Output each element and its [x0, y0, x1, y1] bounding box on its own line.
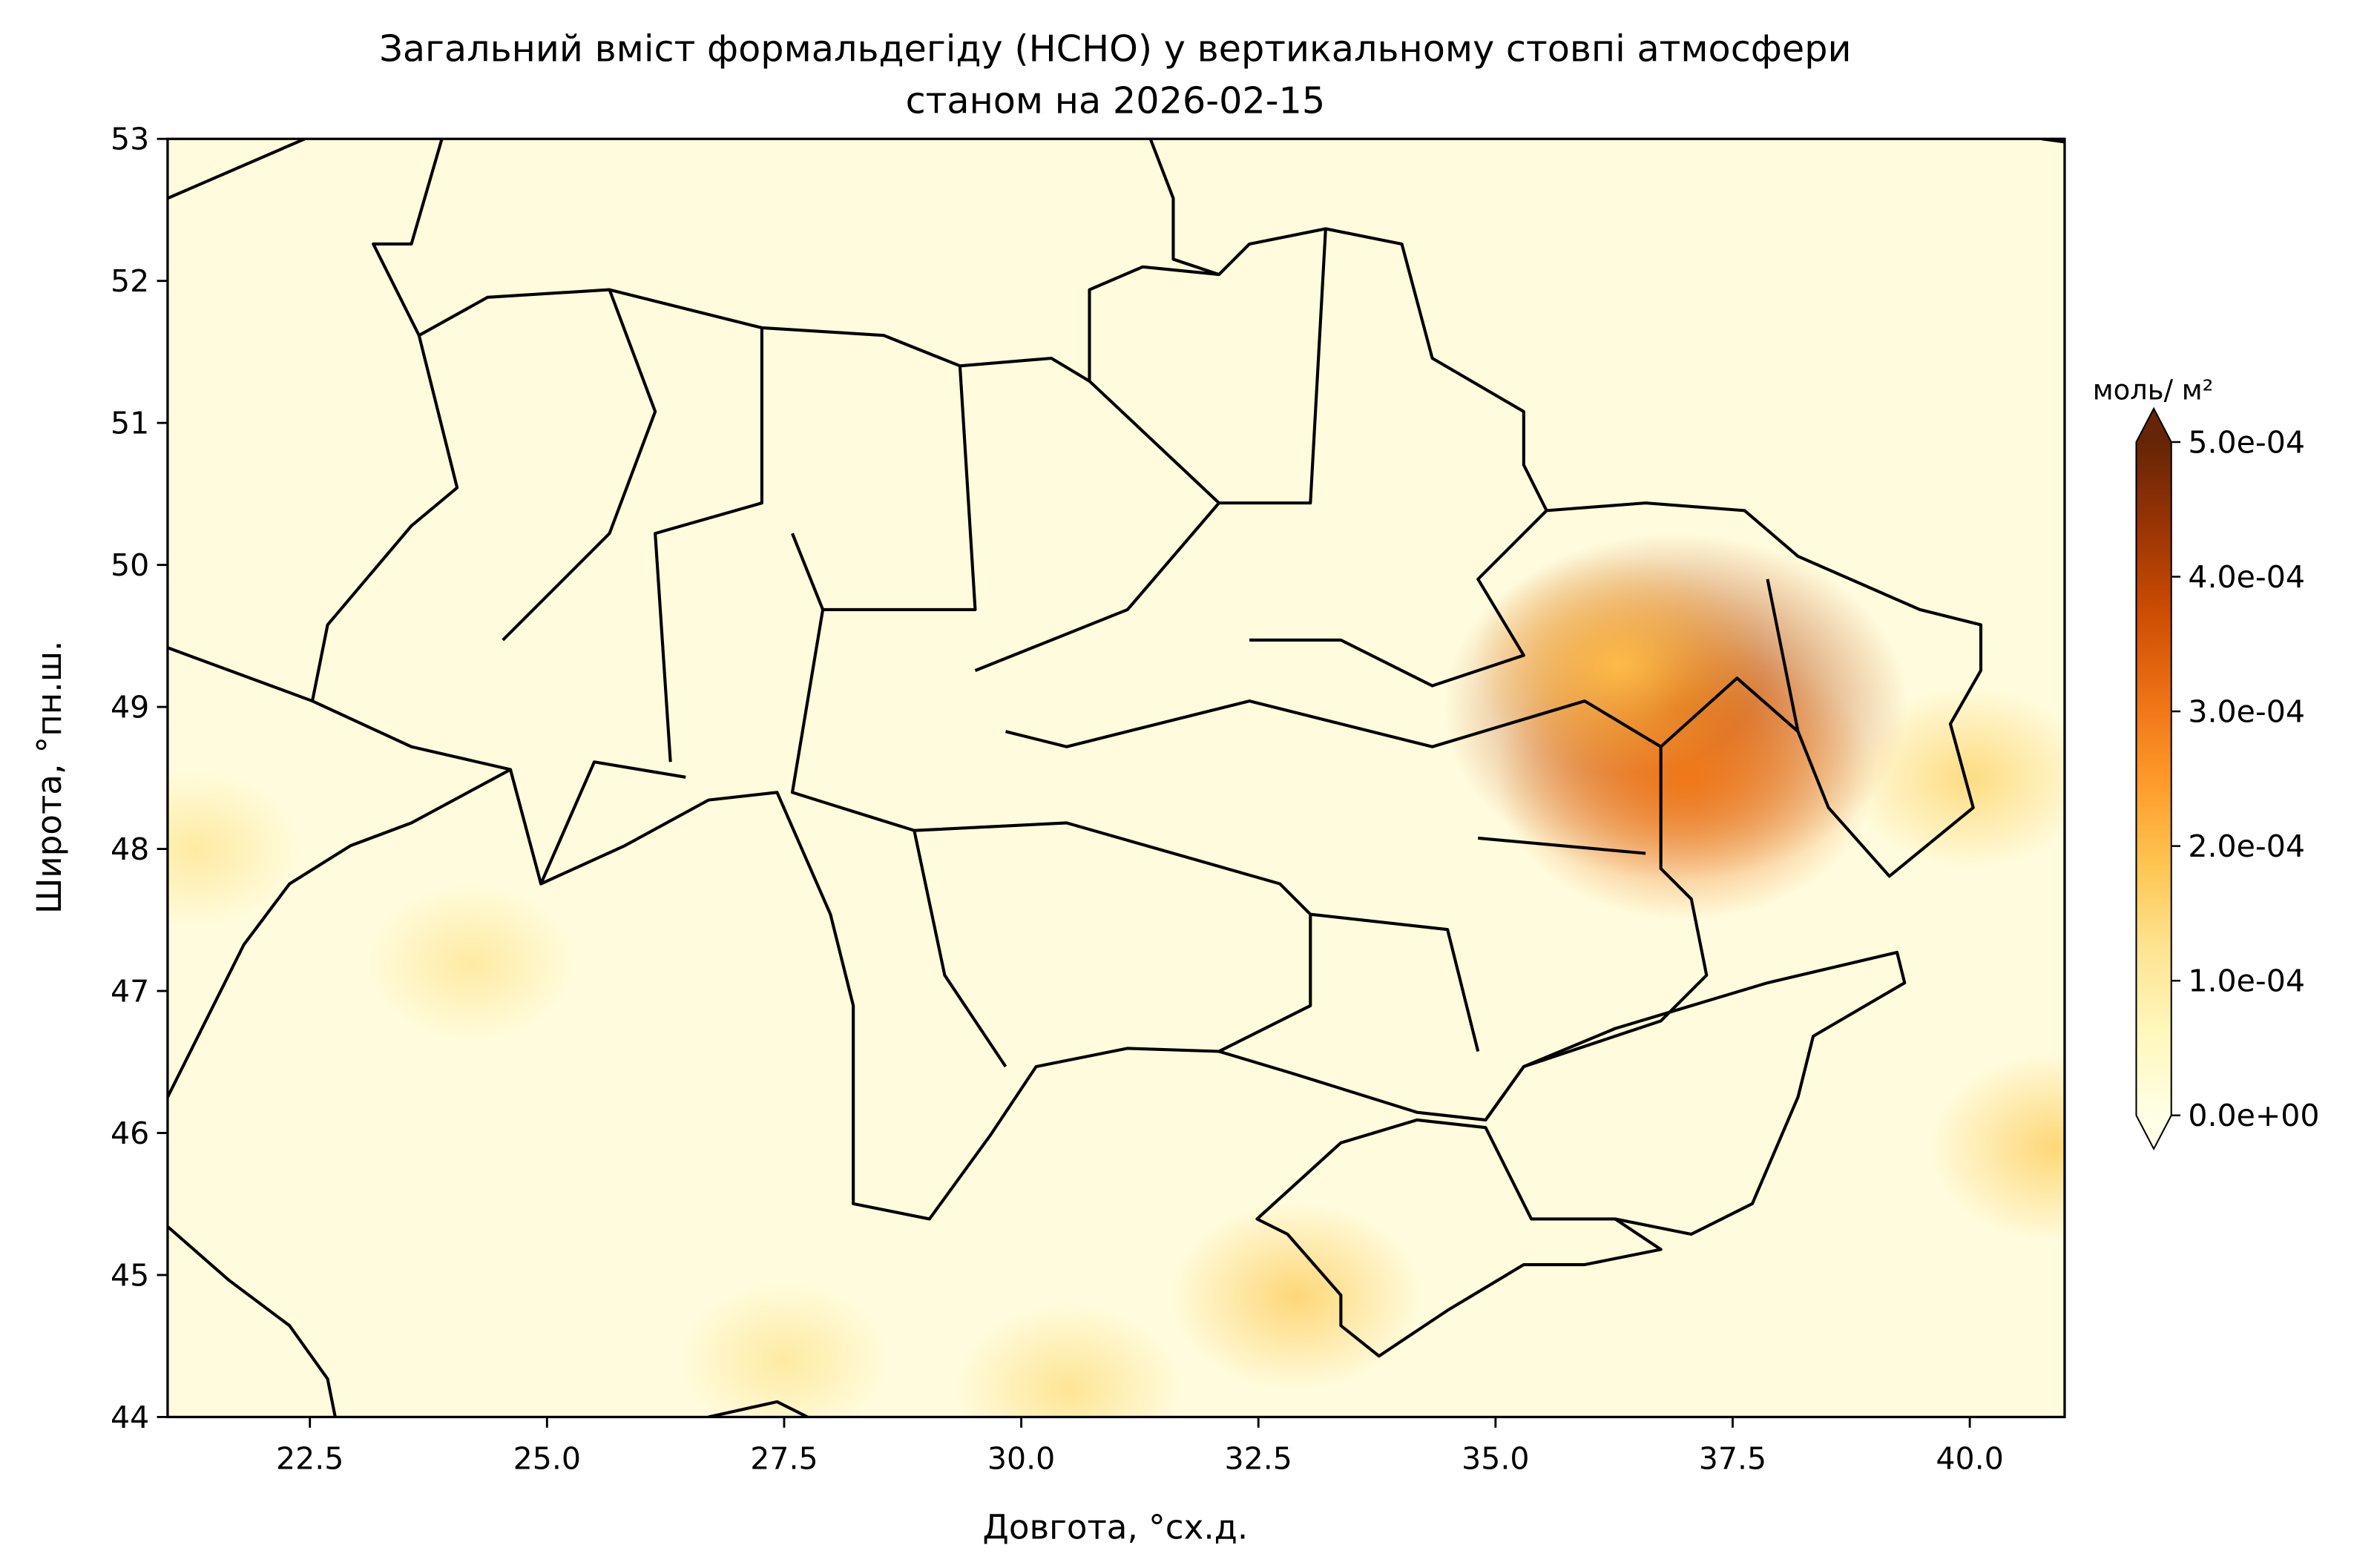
field — [167, 533, 2065, 1417]
plot-frame — [166, 137, 2066, 1419]
colorbar-label: моль/ м² — [2093, 374, 2214, 406]
y-tick-label: 49 — [111, 689, 149, 725]
colorbar-tick-label: 4.0e-04 — [2188, 559, 2305, 595]
y-tick-label: 50 — [111, 547, 149, 583]
y-axis-label: Широта, °пн.ш. — [30, 641, 69, 914]
hotspot — [1171, 1202, 1421, 1390]
y-tick-label: 45 — [111, 1257, 149, 1293]
x-tick-label: 37.5 — [1699, 1440, 1766, 1476]
ukraine-border — [167, 139, 1983, 1221]
colorbar-tick-label: 2.0e-04 — [2188, 829, 2305, 864]
hotspot — [367, 884, 575, 1041]
x-tick-label: 27.5 — [750, 1440, 818, 1476]
hotspot — [680, 1282, 888, 1417]
west-borders — [167, 139, 2065, 1417]
oblast-borders — [502, 228, 1800, 1068]
chart-title: Загальний вміст формальдегіду (HCHO) у в… — [379, 27, 1851, 70]
y-tick-label: 52 — [111, 263, 149, 299]
colorbar-tick-label: 5.0e-04 — [2188, 424, 2305, 460]
hotspot — [1849, 687, 2065, 869]
colorbar-extend-max — [2136, 408, 2171, 442]
colorbar — [2136, 441, 2171, 1116]
colorbar-tick-label: 1.0e-04 — [2188, 963, 2305, 999]
hotspot — [167, 771, 300, 927]
azov-coast — [1484, 950, 1907, 1236]
hotspot — [1472, 554, 1766, 774]
x-axis-label: Довгота, °сх.д. — [983, 1508, 1249, 1547]
x-tick-label: 32.5 — [1225, 1440, 1292, 1476]
x-tick-label: 22.5 — [276, 1440, 343, 1476]
borders — [167, 139, 2065, 1417]
y-tick-label: 53 — [111, 122, 149, 157]
y-tick-label: 46 — [111, 1116, 149, 1151]
x-tick-label: 25.0 — [513, 1440, 581, 1476]
colorbar-extend-min — [2136, 1115, 2171, 1149]
y-tick-label: 44 — [111, 1400, 149, 1435]
x-tick-label: 40.0 — [1936, 1440, 2003, 1476]
x-tick-label: 35.0 — [1462, 1440, 1529, 1476]
y-tick-label: 48 — [111, 831, 149, 867]
hotspot — [956, 1304, 1181, 1417]
colorbar-tick-label: 0.0e+00 — [2188, 1098, 2319, 1133]
chart-subtitle: станом на 2026-02-15 — [906, 79, 1326, 122]
x-tick-label: 30.0 — [987, 1440, 1055, 1476]
y-tick-label: 51 — [111, 406, 149, 441]
crimea — [1255, 1118, 1663, 1358]
hotspot — [1930, 1053, 2065, 1241]
y-tick-label: 47 — [111, 973, 149, 1009]
colorbar-tick-label: 3.0e-04 — [2188, 694, 2305, 729]
